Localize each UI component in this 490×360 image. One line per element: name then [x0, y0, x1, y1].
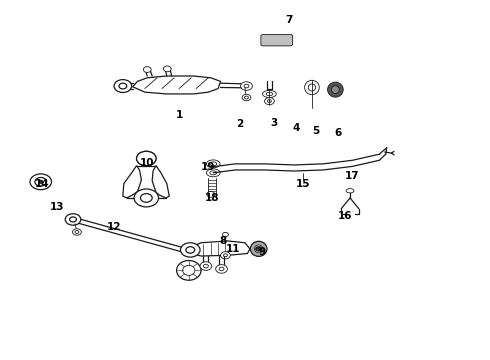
- Circle shape: [70, 217, 76, 222]
- Circle shape: [203, 264, 208, 268]
- Circle shape: [180, 243, 200, 257]
- Text: 14: 14: [35, 179, 49, 189]
- Text: 7: 7: [285, 15, 293, 26]
- Circle shape: [241, 82, 252, 90]
- Text: 9: 9: [259, 247, 266, 257]
- Text: 2: 2: [237, 120, 244, 129]
- Circle shape: [220, 252, 230, 259]
- Circle shape: [200, 262, 212, 270]
- Text: 3: 3: [270, 118, 278, 128]
- Text: 10: 10: [140, 158, 154, 168]
- Ellipse shape: [206, 160, 220, 168]
- Ellipse shape: [250, 241, 267, 256]
- Text: 6: 6: [334, 129, 342, 138]
- Text: 4: 4: [293, 123, 300, 133]
- Text: 11: 11: [225, 244, 240, 254]
- Circle shape: [222, 232, 228, 237]
- Ellipse shape: [210, 171, 217, 175]
- Circle shape: [35, 177, 47, 186]
- Circle shape: [141, 194, 152, 202]
- Ellipse shape: [266, 92, 272, 96]
- Circle shape: [256, 247, 262, 251]
- Text: 12: 12: [107, 222, 122, 231]
- Polygon shape: [152, 166, 169, 198]
- Ellipse shape: [331, 86, 339, 94]
- Ellipse shape: [176, 261, 201, 280]
- Circle shape: [223, 254, 227, 257]
- Circle shape: [30, 174, 51, 190]
- Text: 18: 18: [204, 193, 219, 203]
- Polygon shape: [123, 166, 142, 198]
- Circle shape: [142, 155, 151, 162]
- FancyBboxPatch shape: [261, 35, 293, 46]
- Text: 1: 1: [175, 111, 183, 121]
- Circle shape: [163, 66, 171, 72]
- Circle shape: [137, 151, 156, 166]
- Circle shape: [245, 96, 248, 99]
- Text: 15: 15: [295, 179, 310, 189]
- Text: 8: 8: [220, 236, 227, 246]
- Circle shape: [114, 80, 132, 93]
- Ellipse shape: [210, 162, 217, 166]
- Circle shape: [242, 94, 251, 101]
- Text: 13: 13: [49, 202, 64, 212]
- Circle shape: [65, 214, 81, 225]
- Ellipse shape: [137, 151, 156, 166]
- Polygon shape: [133, 76, 220, 94]
- Circle shape: [39, 180, 43, 183]
- Ellipse shape: [346, 189, 354, 193]
- Circle shape: [119, 83, 127, 89]
- Text: 17: 17: [345, 171, 360, 181]
- Text: 19: 19: [201, 162, 216, 172]
- Text: 16: 16: [338, 211, 352, 221]
- Ellipse shape: [308, 84, 316, 91]
- Circle shape: [134, 189, 159, 207]
- Ellipse shape: [206, 169, 220, 177]
- Circle shape: [216, 265, 227, 273]
- Circle shape: [73, 229, 81, 235]
- Circle shape: [219, 267, 224, 271]
- Ellipse shape: [183, 265, 195, 275]
- Circle shape: [186, 247, 195, 253]
- Ellipse shape: [328, 82, 343, 97]
- Ellipse shape: [263, 90, 276, 98]
- Ellipse shape: [254, 245, 263, 253]
- Circle shape: [207, 192, 215, 197]
- Circle shape: [268, 100, 271, 103]
- Circle shape: [265, 98, 274, 105]
- Circle shape: [144, 67, 151, 72]
- Circle shape: [75, 230, 79, 233]
- Ellipse shape: [305, 80, 319, 95]
- Polygon shape: [189, 241, 250, 256]
- Circle shape: [244, 84, 249, 88]
- Text: 5: 5: [312, 126, 319, 135]
